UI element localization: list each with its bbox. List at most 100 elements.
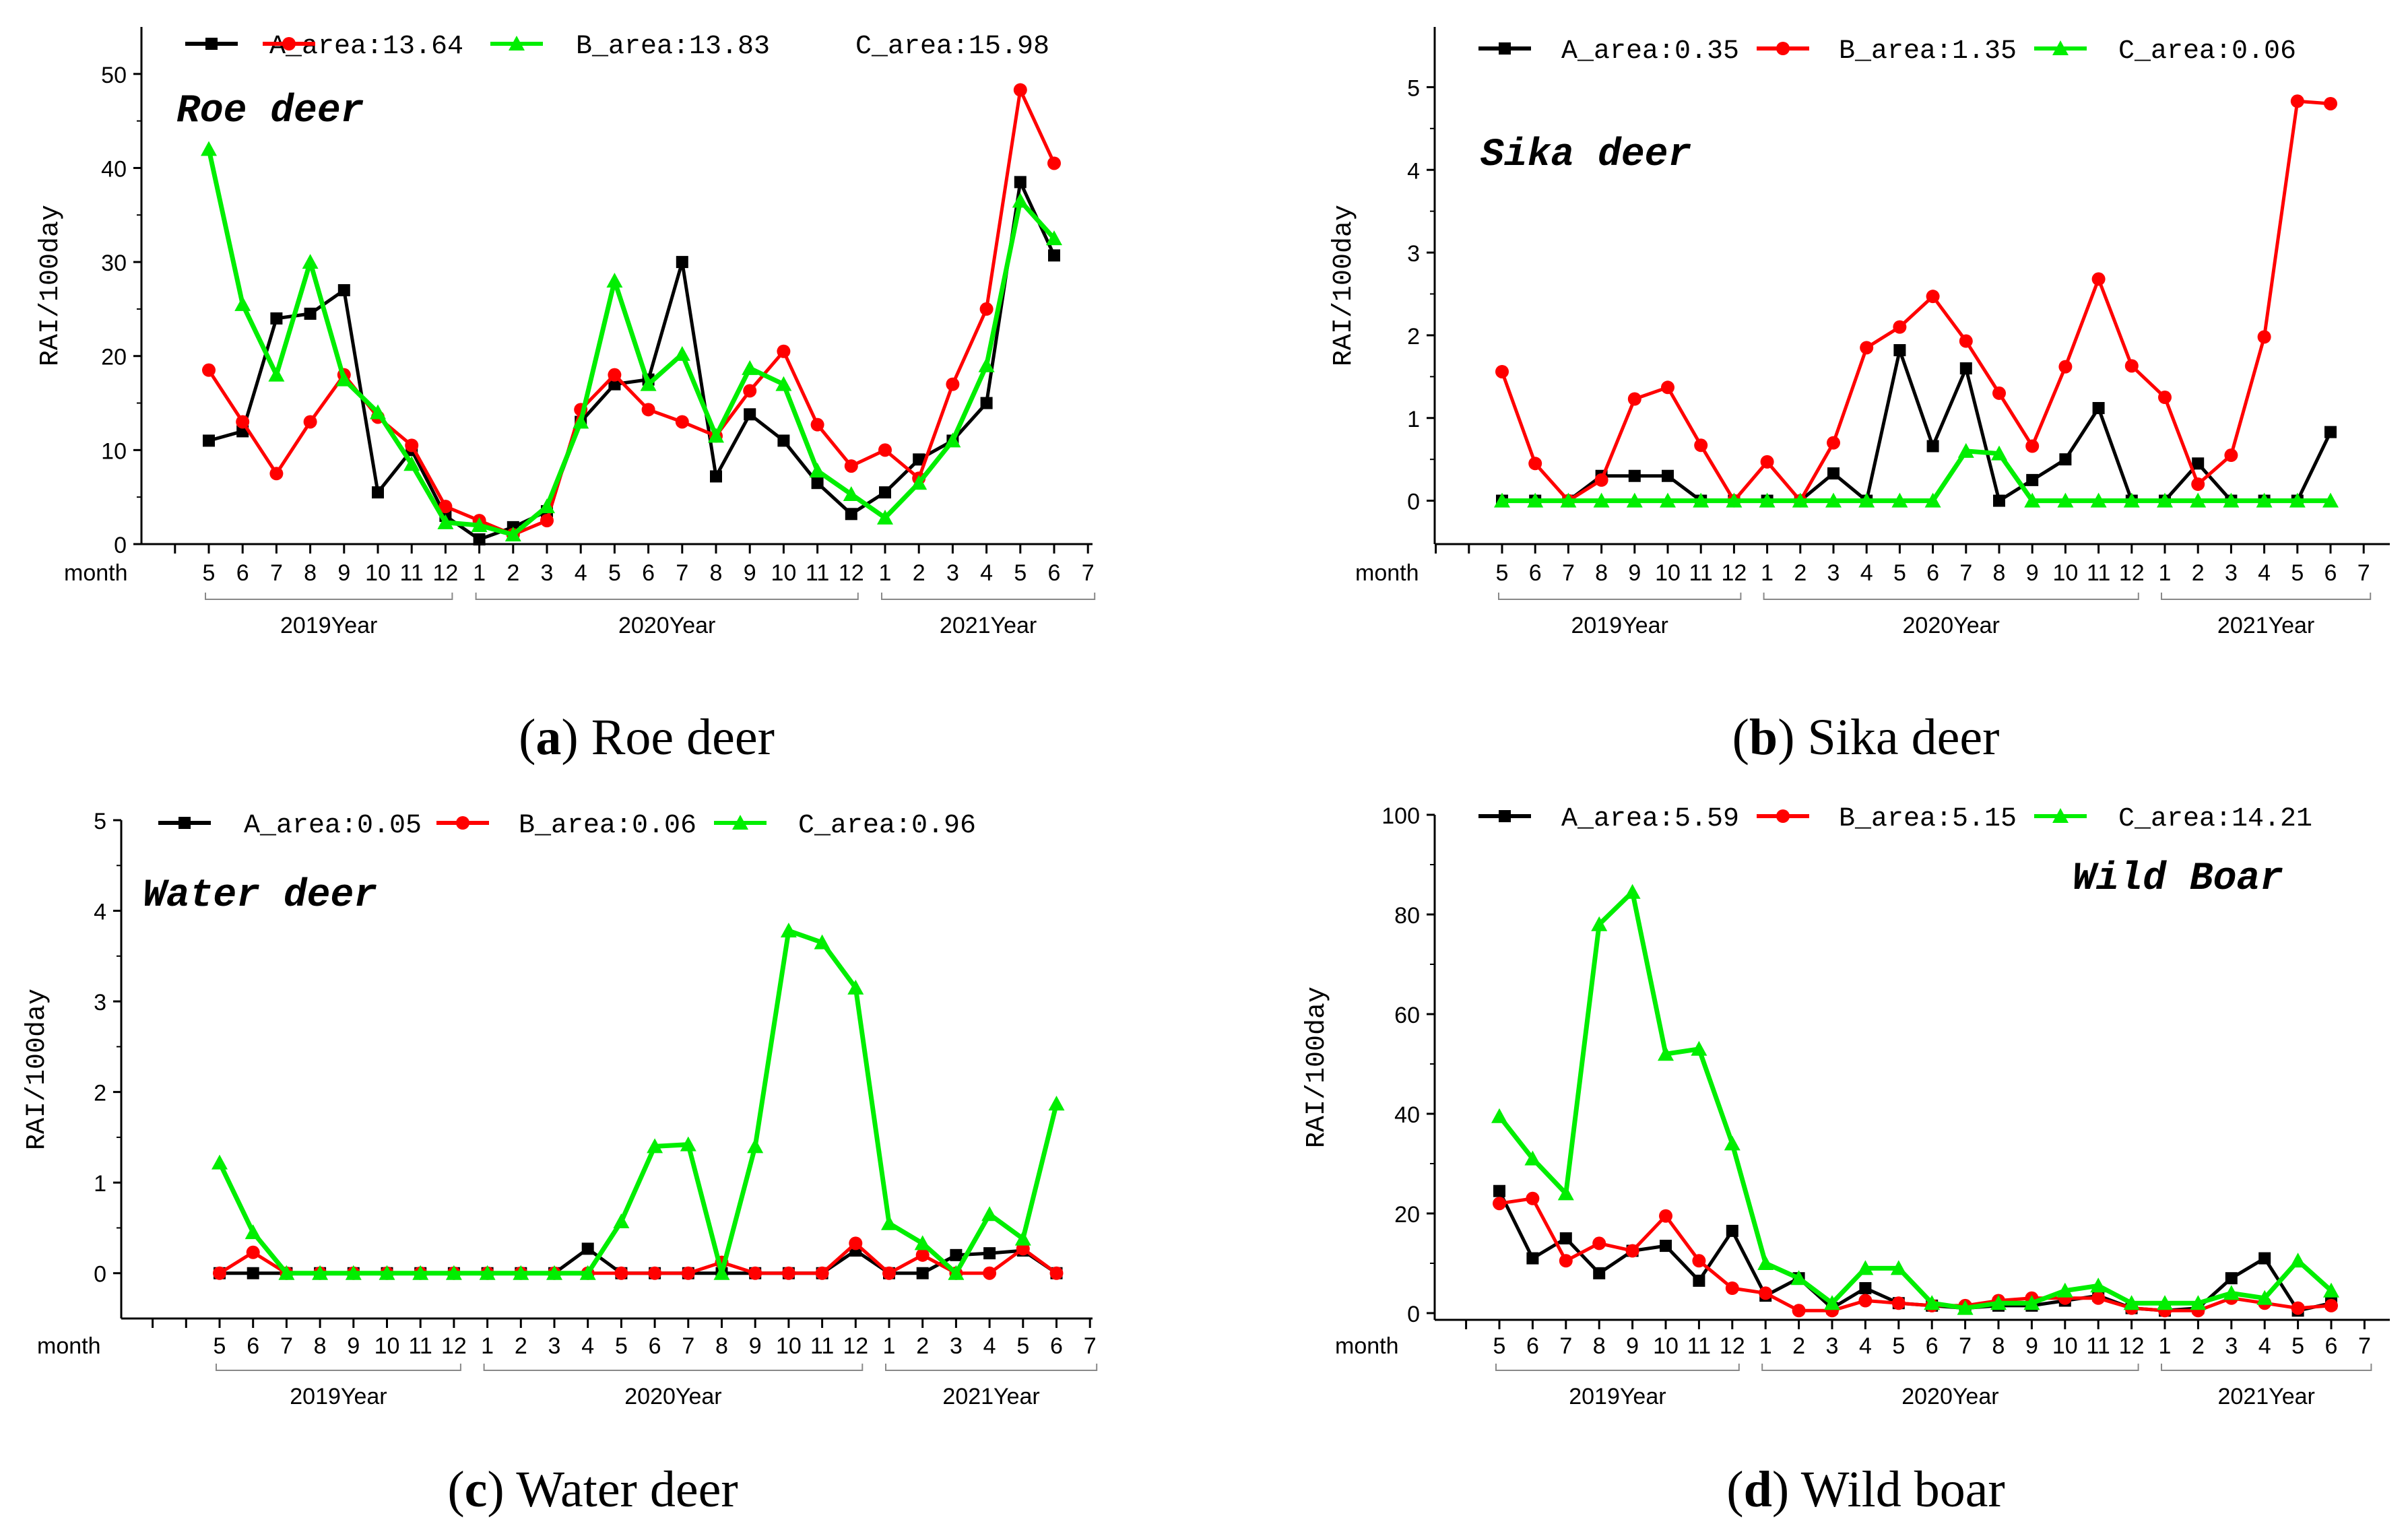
x-tick-label: 8 — [314, 1333, 327, 1359]
x-tick-label: 1 — [879, 560, 892, 586]
x-axis-label: month — [64, 560, 128, 586]
data-point-2-2 — [268, 366, 285, 382]
data-point-2-14 — [1957, 442, 1974, 458]
legend-marker-2 — [2052, 40, 2069, 55]
data-point-1-10 — [1827, 436, 1840, 450]
data-point-1-6 — [1692, 1254, 1706, 1268]
data-point-2-25 — [2322, 492, 2339, 508]
data-point-0-4 — [337, 283, 350, 296]
data-point-2-22 — [948, 1265, 965, 1280]
caption-paren: ( — [1732, 709, 1749, 766]
x-tick-label: 3 — [1827, 560, 1840, 586]
data-point-1-5 — [1659, 1209, 1672, 1223]
x-tick-label: 11 — [2087, 560, 2110, 586]
x-tick-label: 4 — [581, 1333, 594, 1359]
x-tick-label: 2 — [2192, 560, 2205, 586]
series-line-2 — [1497, 890, 2333, 1311]
y-tick-label: 0 — [1407, 490, 1420, 515]
data-point-2-16 — [742, 360, 758, 375]
x-tick-label: 1 — [883, 1333, 896, 1359]
x-tick-label: 6 — [1526, 1333, 1539, 1359]
data-point-2-21 — [2190, 1295, 2207, 1310]
x-tick-label: 12 — [843, 1333, 868, 1359]
x-tick-label: 9 — [347, 1333, 360, 1359]
data-point-1-8 — [1760, 455, 1774, 469]
data-point-0-0 — [203, 434, 215, 447]
year-bracket — [475, 593, 859, 600]
legend-marker-1 — [456, 816, 469, 830]
data-point-2-13 — [647, 1138, 663, 1154]
y-tick-label: 100 — [1381, 803, 1420, 829]
data-point-2-9 — [513, 1265, 529, 1280]
legend-label-2: C_area:0.06 — [2118, 36, 2296, 67]
y-tick-label: 4 — [94, 900, 106, 925]
data-point-2-13 — [640, 376, 657, 391]
year-bracket — [205, 593, 453, 600]
year-label: 2020Year — [1901, 1384, 1998, 1409]
data-point-1-16 — [743, 384, 757, 398]
year-label: 2019Year — [290, 1384, 387, 1409]
chart-title: Roe deer — [176, 90, 364, 133]
data-point-1-0 — [202, 363, 216, 377]
year-bracket — [216, 1364, 461, 1371]
y-axis-label: RAI/100day — [36, 205, 66, 366]
x-tick-label: 3 — [946, 560, 959, 586]
legend-label-2: C_area:15.98 — [855, 32, 1049, 62]
data-point-0-14 — [676, 256, 688, 269]
x-tick-label: 10 — [365, 560, 391, 586]
data-point-1-24 — [2291, 1301, 2305, 1315]
data-point-2-22 — [2223, 1285, 2240, 1300]
x-tick-label: 1 — [1759, 1333, 1772, 1359]
x-tick-label: 1 — [2159, 1333, 2172, 1359]
data-point-2-4 — [345, 1265, 362, 1280]
data-point-2-20 — [2157, 492, 2173, 508]
year-label: 2021Year — [942, 1384, 1039, 1409]
x-tick-label: 5 — [2291, 560, 2304, 586]
x-tick-label: 5 — [203, 560, 216, 586]
data-point-0-1 — [247, 1267, 259, 1279]
data-point-1-14 — [675, 415, 689, 429]
data-point-1-9 — [1792, 1304, 1806, 1318]
data-point-1-5 — [1661, 380, 1674, 395]
data-point-1-3 — [1592, 1236, 1606, 1250]
data-point-2-2 — [1557, 1185, 1574, 1201]
x-tick-label: 6 — [1529, 560, 1542, 586]
data-point-2-19 — [843, 486, 859, 501]
year-bracket — [885, 1364, 1098, 1371]
data-point-1-17 — [777, 344, 791, 358]
data-point-1-3 — [1594, 473, 1608, 487]
data-point-0-23 — [983, 1247, 996, 1260]
x-tick-label: 7 — [1959, 560, 1972, 586]
y-tick-label: 3 — [94, 990, 106, 1015]
data-point-1-20 — [2158, 391, 2172, 405]
x-tick-label: 10 — [2052, 560, 2078, 586]
data-point-2-8 — [479, 1265, 496, 1280]
data-point-2-23 — [978, 357, 995, 372]
data-point-2-11 — [579, 1265, 596, 1280]
caption-paren: ( — [519, 709, 535, 766]
x-tick-label: 11 — [400, 560, 424, 586]
x-tick-label: 7 — [2357, 560, 2370, 586]
x-tick-label: 4 — [983, 1333, 996, 1359]
y-tick-label: 3 — [1407, 241, 1420, 267]
y-tick-label: 2 — [94, 1081, 106, 1106]
x-tick-label: 6 — [1048, 560, 1061, 586]
x-tick-label: 6 — [2324, 560, 2337, 586]
y-tick-label: 5 — [1407, 75, 1420, 101]
x-tick-label: 7 — [676, 560, 688, 586]
data-point-1-21 — [2191, 477, 2205, 492]
y-tick-label: 2 — [1407, 324, 1420, 349]
data-point-2-25 — [2323, 1282, 2339, 1298]
data-point-2-24 — [2289, 1253, 2306, 1268]
legend-label-1: B_area:1.35 — [1839, 36, 2017, 67]
x-tick-label: 3 — [1826, 1333, 1839, 1359]
data-point-0-7 — [1726, 1224, 1738, 1237]
data-point-1-7 — [438, 500, 453, 514]
data-point-1-12 — [1891, 1296, 1906, 1310]
data-point-2-9 — [505, 527, 521, 542]
x-tick-label: 7 — [1084, 1333, 1097, 1359]
data-point-2-0 — [201, 141, 217, 156]
chart-title: Water deer — [143, 874, 377, 918]
year-label: 2019Year — [280, 613, 377, 638]
